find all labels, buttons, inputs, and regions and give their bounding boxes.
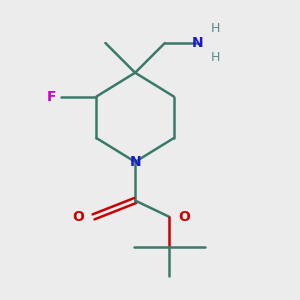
Text: F: F [47,89,56,103]
Text: H: H [211,22,220,34]
Text: H: H [211,51,220,64]
Text: O: O [73,210,85,224]
Text: N: N [129,155,141,169]
Text: O: O [178,210,190,224]
Text: N: N [192,36,203,50]
